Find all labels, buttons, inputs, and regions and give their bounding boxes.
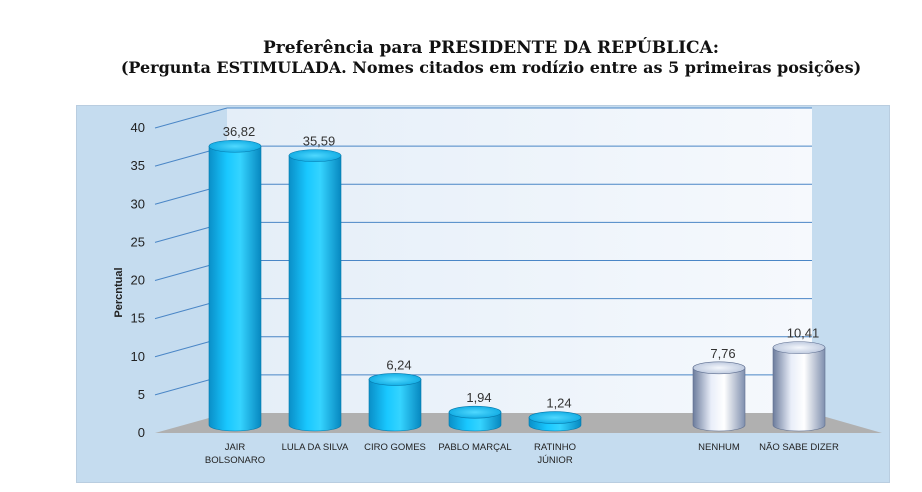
chart-title: Preferência para PRESIDENTE DA REPÚBLICA… <box>262 38 720 58</box>
bar <box>772 347 826 432</box>
bar-top <box>528 411 582 424</box>
data-label: 1,24 <box>546 396 571 411</box>
x-tick-label: NENHUM <box>698 442 740 453</box>
data-label: 36,82 <box>223 124 256 139</box>
y-tick-label: 30 <box>131 196 145 211</box>
y-tick-label: 15 <box>131 311 145 326</box>
bar-top <box>448 405 502 419</box>
bar-top <box>772 341 826 354</box>
x-tick-label: JAIR <box>225 442 246 453</box>
gridline-diagonal <box>154 107 228 129</box>
y-axis-label: Percntual <box>113 267 125 317</box>
x-tick-label: BOLSONARO <box>205 455 265 466</box>
bar-chart: 0 5 10 15 20 25 30 35 40 Percntual 36,82 JAIR BOLSON… <box>113 107 882 466</box>
y-tick-label: 25 <box>131 234 145 249</box>
data-label: 6,24 <box>386 357 411 372</box>
bar-top <box>288 149 342 162</box>
bar <box>208 145 262 432</box>
data-label: 7,76 <box>710 346 735 361</box>
x-tick-label: RATINHO <box>534 442 576 453</box>
data-label: 1,94 <box>466 390 491 405</box>
data-label: 10,41 <box>787 326 820 341</box>
y-tick-label: 40 <box>131 120 145 135</box>
chart-subtitle: (Pergunta ESTIMULADA. Nomes citados em r… <box>120 58 862 77</box>
chart-title-block: Preferência para PRESIDENTE DA REPÚBLICA… <box>0 38 922 78</box>
x-tick-label: CIRO GOMES <box>364 442 426 453</box>
y-tick-label: 5 <box>138 387 145 402</box>
x-tick-label: LULA DA SILVA <box>282 442 349 453</box>
bar <box>368 379 422 432</box>
x-tick-label: JÚNIOR <box>537 455 573 466</box>
bar <box>692 367 746 432</box>
data-label: 35,59 <box>303 134 336 149</box>
bar-top <box>368 373 422 386</box>
x-tick-label: PABLO MARÇAL <box>438 442 511 453</box>
y-tick-label: 35 <box>131 158 145 173</box>
x-tick-label: NÃO SABE DIZER <box>759 442 839 453</box>
y-tick-label: 10 <box>131 349 145 364</box>
bar <box>288 155 342 432</box>
y-tick-label: 20 <box>131 273 145 288</box>
chart-area: 0 5 10 15 20 25 30 35 40 Percntual 36,82 JAIR BOLSON… <box>76 105 890 483</box>
bar-top <box>208 139 262 153</box>
y-tick-label: 0 <box>138 425 145 440</box>
bar-top <box>692 361 746 375</box>
